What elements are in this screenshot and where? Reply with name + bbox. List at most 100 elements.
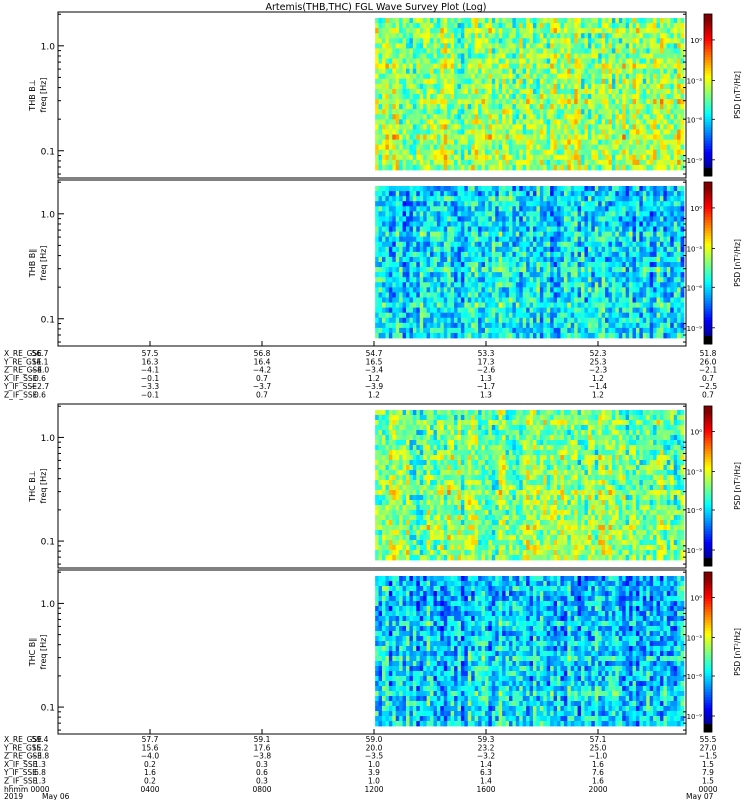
spectrogram-cell <box>484 68 489 75</box>
spectrogram-cell <box>382 322 386 329</box>
spectrogram-cell <box>460 63 465 70</box>
spectrogram-cell <box>543 48 548 54</box>
spectrogram-cell <box>618 272 623 278</box>
spectrogram-cell <box>639 119 644 125</box>
spectrogram-cell <box>447 302 452 308</box>
spectrogram-cell <box>450 302 455 308</box>
spectrogram-cell <box>419 262 424 268</box>
spectrogram-cell <box>574 312 579 319</box>
spectrogram-cell <box>622 99 627 105</box>
spectrogram-cell <box>539 307 544 314</box>
spectrogram-cell <box>659 129 664 135</box>
spectrogram-cell <box>618 53 623 59</box>
spectrogram-cell <box>677 53 681 59</box>
spectrogram-cell <box>560 94 565 100</box>
spectrogram-cell <box>594 33 599 39</box>
spectrogram-cell <box>546 58 551 64</box>
spectrogram-cell <box>457 58 462 64</box>
spectrogram-cell <box>481 149 486 156</box>
spectrogram-cell <box>515 256 520 263</box>
spectrogram-cell <box>488 149 493 156</box>
spectrogram-cell <box>464 221 469 227</box>
spectrogram-cell <box>388 282 393 288</box>
spectrogram-cell <box>378 327 383 334</box>
spectrogram-cell <box>471 149 476 156</box>
spectrogram-cell <box>498 144 503 151</box>
spectrogram-cell <box>663 18 668 24</box>
spectrogram-cell <box>611 231 616 238</box>
spectrogram-cell <box>526 292 530 298</box>
spectrogram-cell <box>567 48 572 54</box>
spectrogram-cell <box>399 307 403 314</box>
spectrogram-cell <box>632 99 637 105</box>
spectrogram-cell <box>543 297 548 303</box>
spectrogram-cell <box>454 48 458 54</box>
spectrogram-cell <box>601 129 606 135</box>
spectrogram-cell <box>378 317 383 324</box>
spectrogram-cell <box>433 211 438 217</box>
spectrogram-cell <box>433 33 438 39</box>
spectrogram-cell <box>522 262 527 268</box>
spectrogram-cell <box>598 73 603 80</box>
spectrogram-cell <box>454 119 458 125</box>
spectrogram-cell <box>625 144 630 151</box>
spectrogram-cell <box>598 99 603 105</box>
spectrogram-cell <box>467 236 472 243</box>
spectrogram-cell <box>392 256 397 263</box>
spectrogram-cell <box>447 317 452 324</box>
spectrogram-cell <box>529 241 534 248</box>
spectrogram-cell <box>533 216 537 222</box>
spectrogram-cell <box>611 154 616 161</box>
spectrogram-cell <box>598 119 603 125</box>
spectrogram-cell <box>522 63 527 70</box>
spectrogram-cell <box>632 63 637 70</box>
spectrogram-cell <box>378 196 383 202</box>
spectrogram-cell <box>591 58 596 64</box>
spectrogram-cell <box>423 262 428 268</box>
spectrogram-cell <box>447 144 452 151</box>
spectrogram-cell <box>581 68 585 75</box>
spectrogram-cell <box>498 216 503 222</box>
spectrogram-cell <box>522 48 527 54</box>
spectrogram-cell <box>587 73 592 80</box>
spectrogram-cell <box>563 124 568 130</box>
spectrogram-cell <box>598 129 603 135</box>
spectrogram-cell <box>416 99 421 105</box>
spectrogram-cell <box>605 327 609 334</box>
spectrogram-cell <box>635 38 640 44</box>
spectrogram-cell <box>512 33 517 39</box>
spectrogram-cell <box>625 63 630 70</box>
spectrogram-cell <box>519 144 524 151</box>
spectrogram-cell <box>577 231 582 238</box>
spectrogram-cell <box>460 43 465 49</box>
spectrogram-cell <box>419 322 424 329</box>
spectrogram-cell <box>426 164 431 171</box>
spectrogram-cell <box>502 231 506 238</box>
spectrogram-cell <box>587 28 592 34</box>
spectrogram-cell <box>375 149 379 156</box>
spectrogram-cell <box>423 139 428 146</box>
spectrogram-cell <box>615 226 620 232</box>
spectrogram-cell <box>474 312 479 319</box>
spectrogram-cell <box>512 164 517 171</box>
spectrogram-cell <box>450 33 455 39</box>
spectrogram-cell <box>495 99 500 105</box>
spectrogram-cell <box>433 119 438 125</box>
spectrogram-cell <box>388 201 393 207</box>
spectrogram-cell <box>488 297 493 303</box>
spectrogram-cell <box>605 23 609 29</box>
spectrogram-cell <box>402 28 407 34</box>
spectrogram-cell <box>508 18 513 24</box>
spectrogram-cell <box>608 226 613 232</box>
spectrogram-cell <box>454 307 458 314</box>
spectrogram-cell <box>419 149 424 156</box>
spectrogram-cell <box>519 38 524 44</box>
spectrogram-cell <box>533 307 537 314</box>
spectrogram-cell <box>680 38 685 44</box>
spectrogram-cell <box>591 33 596 39</box>
spectrogram-cell <box>505 164 510 171</box>
spectrogram-cell <box>546 282 551 288</box>
spectrogram-cell <box>375 191 379 197</box>
spectrogram-cell <box>591 28 596 34</box>
spectrogram-cell <box>543 119 548 125</box>
